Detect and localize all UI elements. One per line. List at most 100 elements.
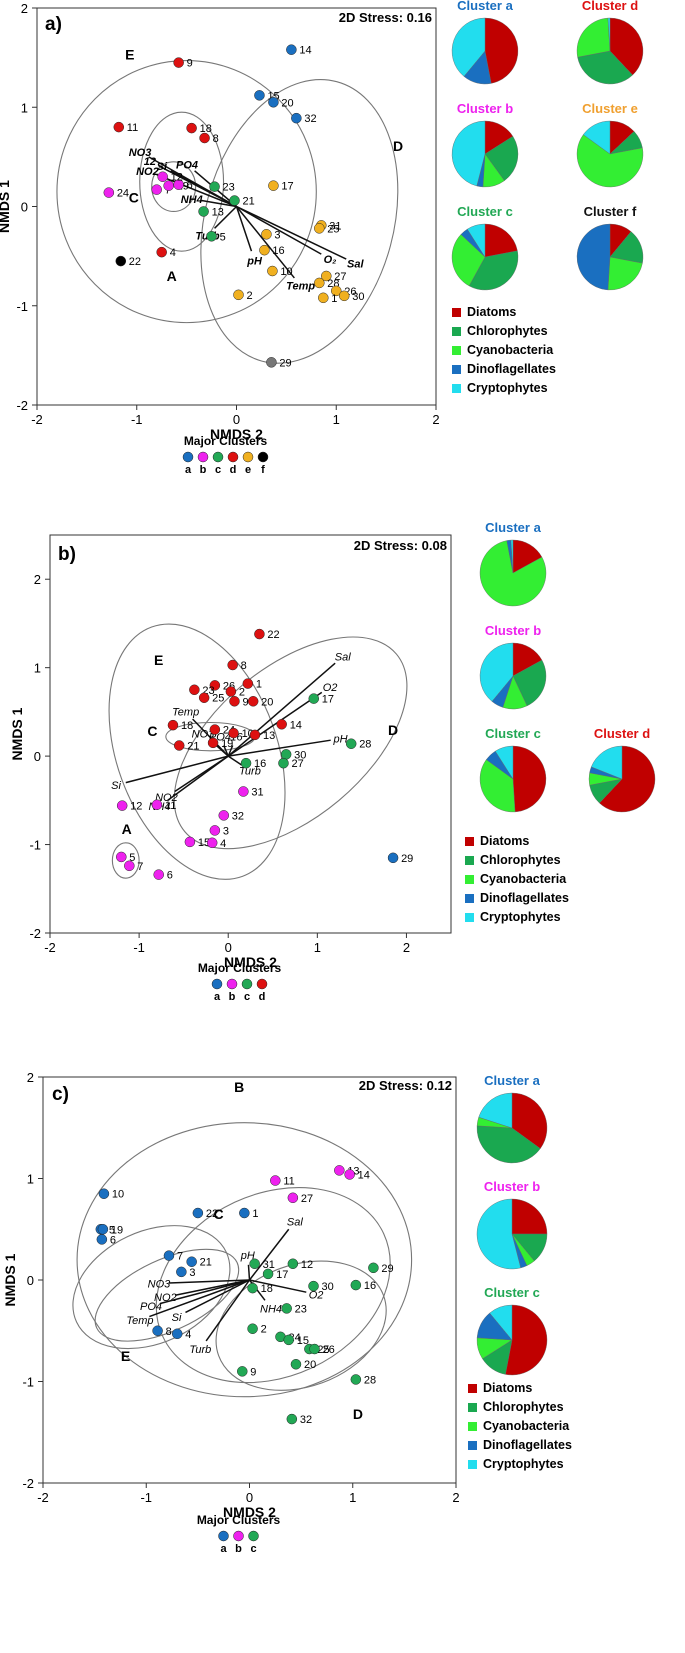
env-vector <box>227 745 234 757</box>
site-label: 32 <box>232 810 244 822</box>
legend-label: Diatoms <box>483 1381 532 1395</box>
x-tick-label: 0 <box>225 940 232 955</box>
x-tick-label: 1 <box>314 940 321 955</box>
site-label: 27 <box>334 271 346 283</box>
cluster-ellipse <box>215 1260 387 1391</box>
site-label: 14 <box>290 719 302 731</box>
site-point <box>249 729 261 741</box>
pie-slice <box>512 659 547 707</box>
site-label: 5 <box>109 1224 115 1236</box>
legend-swatch <box>468 1384 477 1393</box>
ellipse-label: D <box>393 138 403 154</box>
pie-title: Cluster b <box>484 1179 540 1194</box>
env-vector-label: Turb <box>189 1344 211 1356</box>
site-point <box>266 357 277 368</box>
pie-title: Cluster d <box>594 726 650 741</box>
env-vector <box>236 205 347 260</box>
site-point <box>338 290 350 302</box>
env-vector-label: Sal <box>335 652 351 664</box>
site-label: 3 <box>274 229 280 241</box>
env-vector-label: NO2 <box>136 166 159 178</box>
pie-slice <box>609 17 644 76</box>
site-point <box>240 757 252 769</box>
site-label: 13 <box>263 730 275 742</box>
y-tick-label: 1 <box>21 100 28 115</box>
ellipse-label: E <box>121 1348 130 1364</box>
site-label: 2 <box>239 687 245 699</box>
env-vector <box>228 739 331 757</box>
site-label: 14 <box>299 45 311 57</box>
x-tick-label: -1 <box>131 412 143 427</box>
site-point <box>206 231 217 242</box>
site-label: 30 <box>322 1281 334 1293</box>
major-cluster-dot <box>211 978 223 990</box>
major-clusters-title: Major Clusters <box>184 434 268 448</box>
site-point <box>280 749 292 760</box>
major-cluster-key: c <box>244 991 250 1003</box>
site-point <box>290 1358 302 1370</box>
pie-title: Cluster a <box>457 0 513 13</box>
env-vector <box>205 1279 251 1342</box>
site-point <box>267 265 278 277</box>
major-cluster-key: d <box>230 464 237 476</box>
cluster-ellipse <box>200 79 399 364</box>
site-label: 29 <box>401 853 413 865</box>
major-cluster-dot <box>182 451 194 463</box>
env-vector <box>125 755 229 784</box>
legend-swatch <box>465 894 474 903</box>
site-point <box>239 1207 250 1219</box>
site-point <box>314 223 325 234</box>
env-vector-label: PO4 <box>140 1301 162 1313</box>
pie-title: Cluster c <box>484 1285 540 1300</box>
site-point <box>186 1256 197 1267</box>
site-point <box>314 277 325 289</box>
ellipse-label: A <box>122 821 132 837</box>
pie-title: Cluster a <box>485 520 541 535</box>
site-label: 22 <box>206 1208 218 1220</box>
site-label: 31 <box>263 1259 275 1271</box>
x-tick-label: 2 <box>452 1490 459 1505</box>
site-point <box>286 1413 298 1425</box>
site-point <box>153 869 164 880</box>
env-vector <box>185 1279 250 1314</box>
site-label: 21 <box>243 196 255 208</box>
y-tick-label: -1 <box>22 1375 34 1390</box>
env-vector-label: NO3 <box>129 147 152 159</box>
panel-label: c) <box>52 1084 69 1105</box>
env-vector <box>235 206 253 252</box>
env-vector-label: PO4 <box>176 159 198 171</box>
major-cluster-key: f <box>261 464 265 476</box>
site-label: 27 <box>301 1193 313 1205</box>
site-point <box>331 285 342 297</box>
env-vector <box>156 174 237 208</box>
env-vector-label: 12 <box>144 156 156 168</box>
x-tick-label: -2 <box>44 940 56 955</box>
ellipse-label: C <box>147 723 157 739</box>
major-cluster-key: a <box>214 991 221 1003</box>
site-point <box>156 246 167 258</box>
major-cluster-key: a <box>220 1543 227 1555</box>
pie-slice <box>451 120 486 187</box>
pie-slice <box>479 759 516 813</box>
pie-slice <box>479 642 514 702</box>
site-point <box>276 719 287 730</box>
y-tick-label: 1 <box>34 661 41 676</box>
site-point <box>116 800 128 811</box>
env-vector-label: pH <box>240 1250 255 1262</box>
pie-slice <box>607 17 611 52</box>
site-point <box>308 693 320 704</box>
site-point <box>116 851 127 863</box>
site-point <box>151 184 162 195</box>
site-point <box>96 1234 108 1245</box>
site-label: 1 <box>331 293 337 305</box>
panel-label: b) <box>58 544 76 565</box>
site-point <box>268 97 279 108</box>
site-label: 7 <box>137 861 143 873</box>
site-label: 32 <box>304 113 316 125</box>
legend-label: Diatoms <box>467 305 516 319</box>
major-cluster-dot <box>218 1530 229 1542</box>
site-label: 2 <box>246 290 252 302</box>
site-point <box>199 132 210 144</box>
env-vector-label: Si <box>111 780 121 792</box>
major-cluster-dot <box>242 451 254 463</box>
